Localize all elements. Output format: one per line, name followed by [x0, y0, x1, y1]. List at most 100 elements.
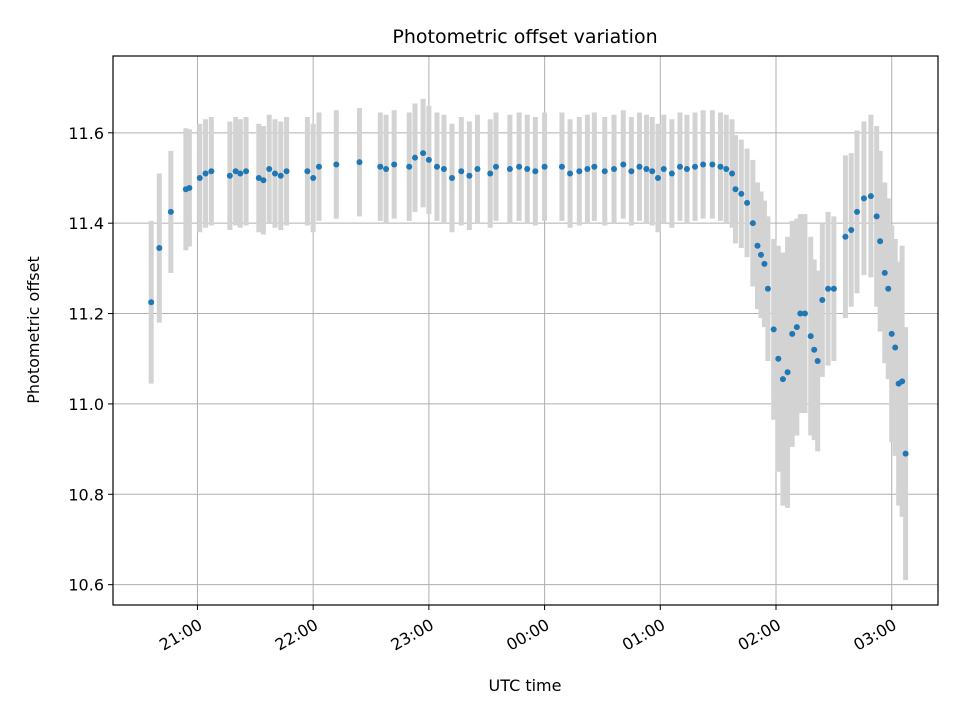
- data-point: [202, 170, 209, 177]
- data-point: [391, 161, 398, 168]
- data-point: [793, 324, 800, 331]
- data-point: [860, 195, 867, 202]
- data-point: [676, 163, 683, 170]
- data-point: [167, 208, 174, 215]
- data-point: [784, 369, 791, 376]
- data-point: [411, 154, 418, 161]
- data-point: [729, 170, 736, 177]
- data-point: [433, 163, 440, 170]
- data-point: [532, 168, 539, 175]
- data-point: [226, 172, 233, 179]
- data-point: [888, 330, 895, 337]
- data-point: [266, 165, 273, 172]
- data-point: [830, 285, 837, 292]
- data-point: [825, 285, 832, 292]
- data-point: [738, 190, 745, 197]
- data-point: [260, 177, 267, 184]
- y-axis-label: Photometric offset: [24, 256, 43, 404]
- data-point: [709, 161, 716, 168]
- data-point: [797, 310, 804, 317]
- data-point: [440, 165, 447, 172]
- data-point: [271, 170, 278, 177]
- data-point: [811, 346, 818, 353]
- data-point: [801, 310, 808, 317]
- data-point: [524, 165, 531, 172]
- data-point: [196, 175, 203, 181]
- data-point: [425, 156, 432, 163]
- y-tick-label: 10.6: [68, 576, 104, 595]
- data-point: [902, 450, 909, 457]
- data-point: [683, 165, 690, 172]
- data-point: [779, 376, 786, 383]
- data-point: [848, 226, 855, 233]
- data-point: [775, 355, 782, 362]
- data-point: [377, 163, 384, 170]
- data-point: [723, 165, 730, 172]
- y-axis-ticks: 10.6 10.8 11.0 11.2 11.4 11.6: [68, 124, 113, 595]
- data-point: [186, 184, 193, 191]
- data-point: [761, 260, 768, 267]
- data-point: [466, 172, 473, 179]
- data-point: [558, 163, 565, 170]
- y-tick-label: 10.8: [68, 485, 104, 504]
- data-point: [873, 213, 880, 220]
- data-point: [584, 165, 591, 172]
- data-point: [692, 163, 699, 170]
- data-point: [789, 330, 796, 337]
- data-point: [899, 378, 906, 385]
- data-point: [474, 165, 481, 172]
- data-point: [757, 251, 764, 258]
- data-point: [744, 199, 751, 206]
- data-point: [601, 168, 608, 175]
- y-tick-label: 11.2: [68, 305, 104, 324]
- data-point: [717, 163, 724, 170]
- data-point: [754, 242, 761, 249]
- data-point: [243, 168, 250, 175]
- data-point: [156, 245, 163, 252]
- data-point: [541, 163, 548, 170]
- data-point: [304, 168, 311, 175]
- data-point: [654, 175, 661, 181]
- x-axis-label: UTC time: [489, 676, 562, 695]
- y-tick-label: 11.4: [68, 214, 104, 233]
- data-point: [208, 168, 215, 175]
- data-point: [881, 269, 888, 276]
- data-point: [814, 358, 821, 364]
- data-point: [649, 168, 656, 175]
- data-point: [283, 168, 290, 175]
- data-point: [232, 168, 239, 175]
- data-point: [842, 233, 849, 240]
- data-point: [611, 165, 618, 172]
- data-point: [148, 299, 155, 306]
- data-point: [315, 163, 322, 170]
- data-point: [885, 285, 892, 292]
- data-point: [567, 170, 574, 177]
- data-point: [255, 175, 262, 181]
- data-point: [506, 165, 513, 172]
- data-point: [383, 165, 390, 172]
- data-point: [636, 163, 643, 170]
- data-point: [420, 150, 427, 157]
- data-point: [819, 297, 826, 303]
- data-point: [333, 161, 340, 168]
- data-point: [516, 163, 523, 170]
- data-point: [591, 163, 598, 170]
- data-point: [492, 163, 499, 170]
- data-point: [854, 208, 861, 215]
- data-point: [668, 170, 675, 177]
- data-point: [458, 168, 465, 175]
- data-point: [700, 161, 707, 168]
- data-point: [620, 161, 627, 168]
- data-point: [356, 159, 363, 166]
- data-point: [310, 175, 317, 181]
- data-point: [877, 238, 884, 245]
- data-points: [148, 150, 909, 457]
- data-point: [764, 285, 771, 292]
- y-tick-label: 11.0: [68, 395, 104, 414]
- data-point: [892, 344, 899, 351]
- data-point: [807, 333, 814, 340]
- data-point: [406, 163, 413, 170]
- data-point: [449, 175, 456, 181]
- data-point: [487, 170, 494, 177]
